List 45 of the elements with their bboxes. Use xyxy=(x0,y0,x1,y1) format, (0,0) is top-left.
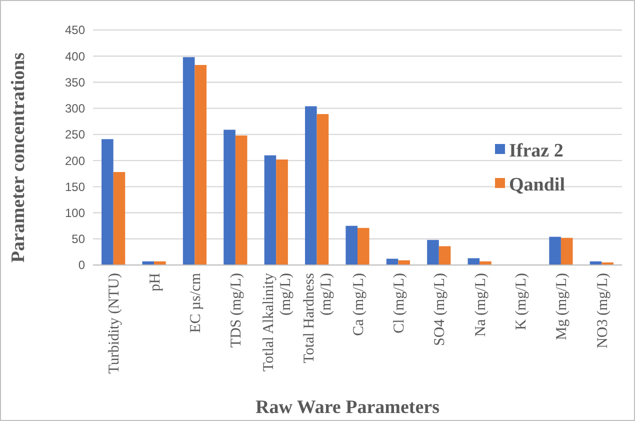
x-tick-label: Na (mg/L) xyxy=(472,273,489,337)
bar xyxy=(468,258,480,265)
y-tick-label: 300 xyxy=(64,102,86,116)
bar xyxy=(224,130,236,265)
legend-label: Qandil xyxy=(509,174,565,196)
bar xyxy=(438,246,451,265)
x-tick-label: Ca (mg/L) xyxy=(350,273,367,336)
x-tick-label: pH xyxy=(147,272,164,292)
x-tick-label: Turbidity (NTU) xyxy=(106,273,123,374)
y-tick-label: 450 xyxy=(64,23,86,38)
legend-label: Ifraz 2 xyxy=(509,140,564,162)
bar xyxy=(235,135,248,265)
bar xyxy=(316,114,329,265)
bar xyxy=(264,155,276,265)
bar xyxy=(102,139,114,265)
bar xyxy=(358,228,370,265)
y-axis-title: Parameter concentrations xyxy=(8,52,29,263)
y-tick-label: 250 xyxy=(64,128,86,142)
x-axis-title: Raw Ware Parameters xyxy=(256,397,440,418)
bar xyxy=(427,240,439,265)
bar xyxy=(549,236,561,265)
y-tick-label: 0 xyxy=(78,258,86,272)
x-tick-label: Mg (mg/L) xyxy=(554,273,570,340)
x-tick-label: SO4 (mg/L) xyxy=(432,273,448,346)
bar xyxy=(346,226,358,265)
y-tick-label: 150 xyxy=(64,180,86,194)
x-tick-label: TDS (mg/L) xyxy=(228,273,245,348)
bar xyxy=(194,64,207,265)
bar xyxy=(276,160,288,265)
bar xyxy=(560,238,573,265)
bar xyxy=(182,57,195,265)
y-tick-label: 100 xyxy=(64,206,86,220)
bar xyxy=(305,106,317,265)
x-tick-label: K (mg/L) xyxy=(514,273,530,330)
bar xyxy=(386,258,398,265)
x-tick-label: Total Hardness (mg/L) xyxy=(302,272,335,364)
bar xyxy=(113,172,126,265)
x-tick-label: Totlal Alkalinity (mg/L) xyxy=(260,272,294,372)
x-tick-label: Cl (mg/L) xyxy=(391,273,408,334)
y-tick-label: 350 xyxy=(64,75,86,90)
x-tick-label: EC µs/cm xyxy=(188,272,204,333)
x-tick-label: NO3 (mg/L) xyxy=(594,273,611,348)
y-tick-label: 200 xyxy=(64,154,86,168)
y-tick-label: 50 xyxy=(72,232,86,246)
y-tick-label: 400 xyxy=(64,49,86,64)
